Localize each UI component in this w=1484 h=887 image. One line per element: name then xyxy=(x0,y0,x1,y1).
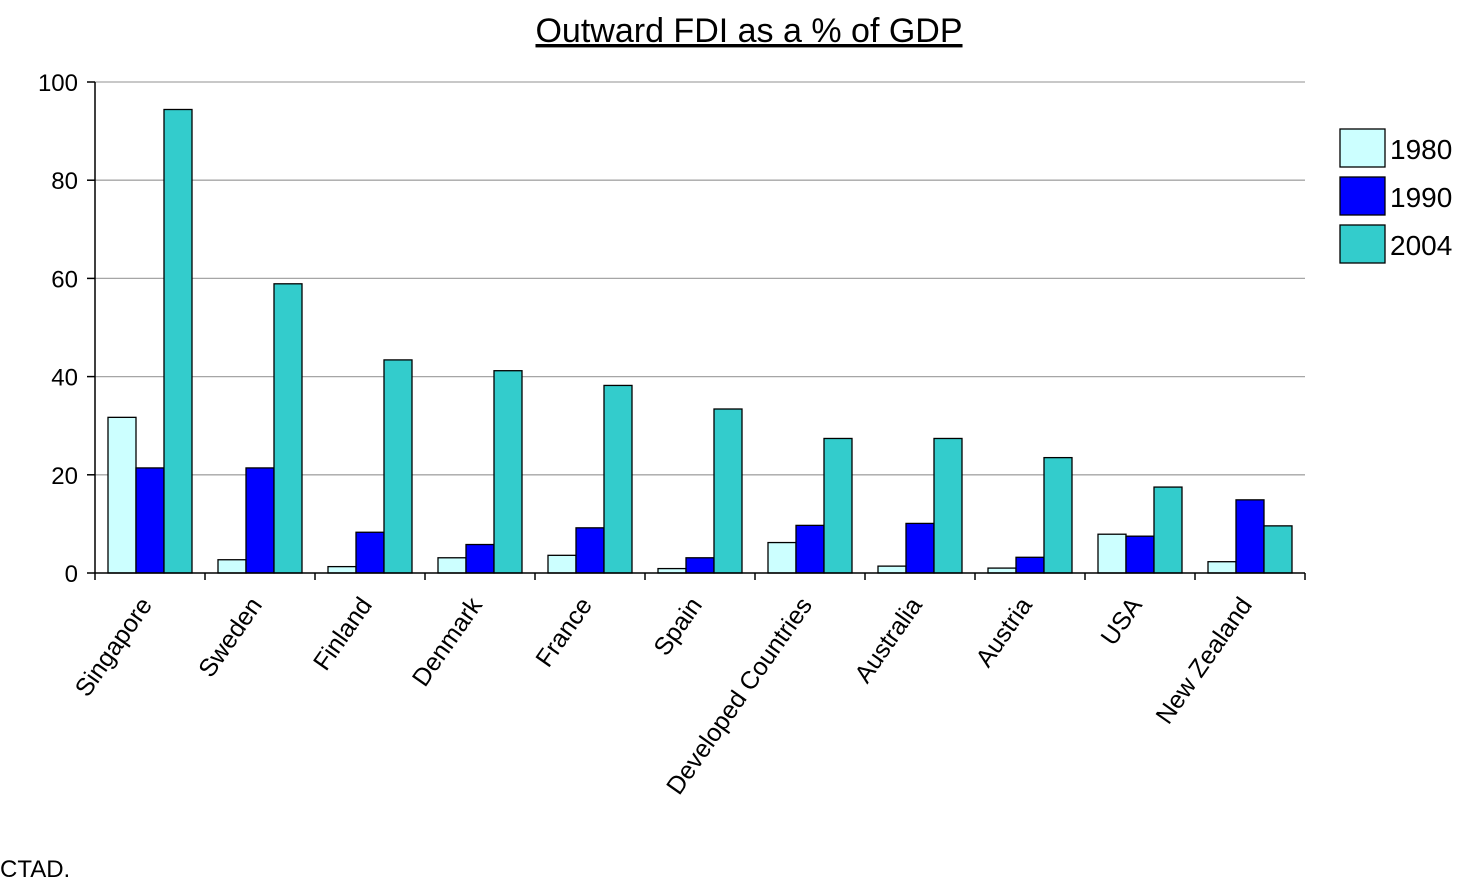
legend-swatch xyxy=(1339,176,1386,216)
bar-2004-new-zealand xyxy=(1263,525,1293,574)
legend: 1980 1990 2004 xyxy=(1339,128,1452,264)
bar-2004-denmark xyxy=(493,370,523,574)
x-tick-label: Finland xyxy=(308,592,378,675)
legend-swatch xyxy=(1339,224,1386,264)
x-tick-label: Denmark xyxy=(407,592,488,692)
bar-1980-usa xyxy=(1097,533,1127,574)
bar-2004-australia xyxy=(933,437,963,574)
legend-swatch xyxy=(1339,128,1386,168)
bar-1990-austria xyxy=(1015,556,1045,574)
bar-1990-new-zealand xyxy=(1235,499,1265,574)
y-tick-label: 0 xyxy=(65,561,78,588)
x-tick-label: Singapore xyxy=(70,592,158,701)
axes: 0 20 40 60 80 100 Singapore Sweden Finland Denmar… xyxy=(38,70,1306,800)
bar-1990-australia xyxy=(905,522,935,574)
bar-1980-finland xyxy=(327,565,357,574)
bar-1980-france xyxy=(547,554,577,574)
y-tick-label: 20 xyxy=(51,463,78,490)
bar-2004-spain xyxy=(713,408,743,574)
x-tick-label: Australia xyxy=(849,592,928,688)
y-tick-label: 60 xyxy=(51,266,78,293)
x-tick-label: Sweden xyxy=(193,592,268,682)
bar-2004-usa xyxy=(1153,486,1183,574)
bar-2004-singapore xyxy=(163,108,193,574)
bar-1990-developed-countries xyxy=(795,524,825,574)
x-tick-label: France xyxy=(530,592,598,672)
legend-label: 2004 xyxy=(1390,230,1452,261)
y-tick-label: 40 xyxy=(51,365,78,392)
bar-2004-austria xyxy=(1043,456,1073,574)
bar-2004-france xyxy=(603,384,633,574)
bar-1980-new-zealand xyxy=(1207,561,1237,574)
legend-label: 1980 xyxy=(1390,134,1452,165)
bar-1990-singapore xyxy=(135,467,165,574)
x-tick-label: Austria xyxy=(970,592,1038,672)
x-tick-label: Spain xyxy=(648,592,708,660)
bar-1990-france xyxy=(575,527,605,574)
bar-1980-australia xyxy=(877,565,907,574)
y-tick-label: 100 xyxy=(38,70,78,97)
bar-2004-finland xyxy=(383,359,413,574)
bar-1990-finland xyxy=(355,531,385,574)
bar-1980-sweden xyxy=(217,559,247,574)
bar-2004-developed-countries xyxy=(823,437,853,574)
bar-1980-denmark xyxy=(437,557,467,574)
bar-1990-usa xyxy=(1125,535,1155,574)
bar-2004-sweden xyxy=(273,283,303,574)
chart-title: Outward FDI as a % of GDP xyxy=(535,12,962,50)
x-tick-label: USA xyxy=(1095,592,1148,650)
bar-1980-developed-countries xyxy=(767,541,797,574)
x-tick-label: New Zealand xyxy=(1150,592,1257,729)
legend-label: 1990 xyxy=(1390,182,1452,213)
bar-1980-singapore xyxy=(107,416,137,574)
source-footnote: CTAD. xyxy=(0,856,71,883)
bar-1990-sweden xyxy=(245,467,275,574)
bars xyxy=(107,108,1293,574)
y-tick-label: 80 xyxy=(51,168,78,195)
bar-1990-spain xyxy=(685,557,715,574)
bar-1990-denmark xyxy=(465,543,495,574)
